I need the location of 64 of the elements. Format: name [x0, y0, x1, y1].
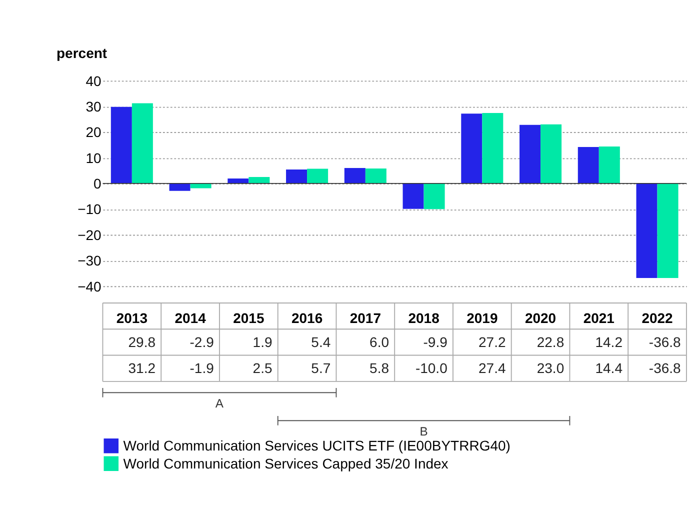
x-tick-label: 2020 — [524, 310, 556, 326]
data-label: -9.9 — [423, 334, 448, 350]
x-tick-label: 2017 — [350, 310, 382, 326]
y-tick-label: 10 — [86, 150, 102, 166]
x-tick-label: 2021 — [583, 310, 615, 326]
bar — [636, 183, 658, 278]
data-label: -36.8 — [648, 334, 682, 350]
x-tick-label: 2015 — [233, 310, 264, 326]
data-label: 5.7 — [311, 360, 331, 376]
data-label: 27.2 — [478, 334, 506, 350]
bar — [424, 183, 445, 210]
y-axis-title: percent — [56, 44, 108, 61]
text: B — [420, 424, 428, 439]
y-tick-label: −20 — [78, 226, 102, 243]
bar — [657, 183, 678, 278]
data-label: 14.2 — [595, 334, 623, 350]
bar — [520, 124, 541, 184]
bar — [365, 168, 386, 184]
data-label: 1.9 — [252, 334, 272, 350]
bar — [132, 103, 153, 184]
legend-label: World Communication Services Capped 35/20 Index — [123, 455, 448, 472]
bar — [169, 183, 190, 191]
y-tick-label: 0 — [94, 176, 102, 192]
data-label: 27.4 — [478, 360, 506, 376]
data-label: 5.8 — [370, 360, 390, 376]
bar — [228, 178, 249, 184]
y-tick-label: −10 — [78, 201, 102, 218]
bar — [248, 177, 270, 184]
data-label: 23.0 — [536, 360, 564, 376]
x-tick-label: 2018 — [408, 310, 440, 326]
data-label: 5.4 — [311, 334, 331, 350]
legend-label: World Communication Services UCITS ETF (IE00BYTRRG40) — [123, 438, 510, 454]
data-label: 2.5 — [252, 360, 272, 376]
bar — [344, 168, 366, 184]
bar — [598, 146, 620, 184]
x-tick-label: 2022 — [642, 310, 674, 326]
bar — [402, 183, 424, 209]
y-tick-label: 40 — [86, 72, 102, 89]
data-label: 22.8 — [536, 334, 564, 350]
data-label: 29.8 — [128, 334, 156, 350]
data-label: -10.0 — [415, 360, 448, 376]
bar — [578, 146, 599, 184]
bar — [110, 106, 132, 184]
y-tick-label: 30 — [86, 98, 102, 115]
bar — [482, 113, 504, 184]
data-label: -1.9 — [190, 360, 214, 376]
y-tick-label: −30 — [78, 252, 102, 269]
data-label: 31.2 — [128, 360, 156, 376]
bar — [461, 114, 482, 184]
data-label: 14.4 — [595, 360, 623, 376]
bar — [307, 168, 328, 184]
bar — [190, 183, 212, 188]
data-label: 6.0 — [370, 334, 390, 350]
y-tick-label: 20 — [86, 124, 102, 140]
data-label: -36.8 — [648, 360, 682, 376]
data-label: -2.9 — [190, 334, 214, 350]
bar — [286, 170, 308, 184]
y-tick-label: −40 — [78, 278, 102, 294]
x-tick-label: 2019 — [466, 310, 498, 326]
text: A — [215, 396, 224, 411]
x-tick-label: 2014 — [174, 310, 206, 326]
x-tick-label: 2016 — [291, 310, 323, 326]
x-tick-label: 2013 — [116, 310, 148, 326]
bar — [540, 124, 562, 184]
